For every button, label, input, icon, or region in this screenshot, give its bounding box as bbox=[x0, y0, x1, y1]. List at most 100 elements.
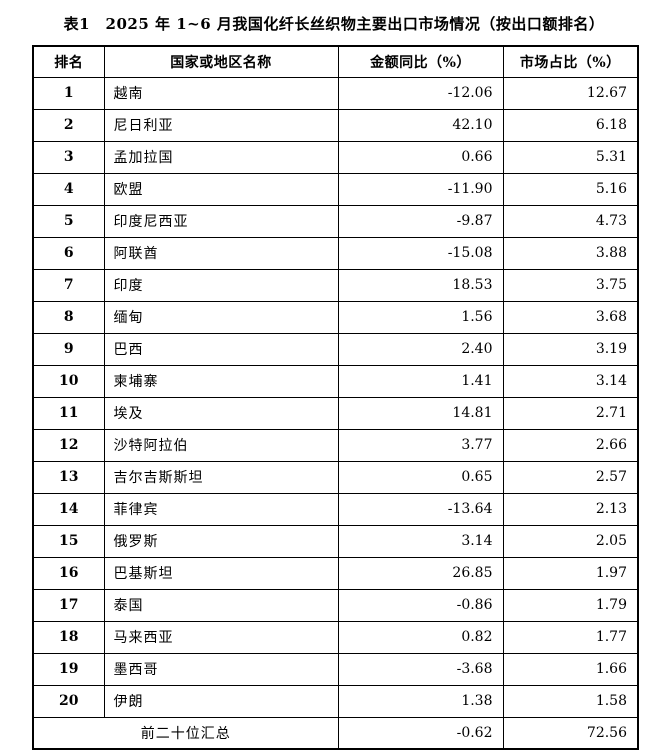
rank-cell: 7 bbox=[32, 268, 105, 302]
yoy-cell: 2.40 bbox=[337, 332, 504, 366]
share-cell: 6.18 bbox=[502, 108, 639, 142]
country-cell: 伊朗 bbox=[103, 684, 339, 718]
table-row: 20 伊朗 1.38 1.58 bbox=[32, 684, 639, 718]
share-cell: 3.88 bbox=[502, 236, 639, 270]
rank-cell: 14 bbox=[32, 492, 105, 526]
rank-cell: 1 bbox=[32, 76, 105, 110]
summary-row: 前二十位汇总 -0.62 72.56 bbox=[32, 716, 639, 750]
rank-cell: 11 bbox=[32, 396, 105, 430]
table-row: 6 阿联酋 -15.08 3.88 bbox=[32, 236, 639, 270]
table-row: 1 越南 -12.06 12.67 bbox=[32, 76, 639, 110]
share-cell: 4.73 bbox=[502, 204, 639, 238]
yoy-cell: -9.87 bbox=[337, 204, 504, 238]
yoy-cell: 0.65 bbox=[337, 460, 504, 494]
yoy-cell: 1.56 bbox=[337, 300, 504, 334]
rank-cell: 20 bbox=[32, 684, 105, 718]
rank-cell: 19 bbox=[32, 652, 105, 686]
share-cell: 5.31 bbox=[502, 140, 639, 174]
country-cell: 泰国 bbox=[103, 588, 339, 622]
share-cell: 1.77 bbox=[502, 620, 639, 654]
share-cell: 2.57 bbox=[502, 460, 639, 494]
rank-cell: 13 bbox=[32, 460, 105, 494]
rank-cell: 16 bbox=[32, 556, 105, 590]
yoy-cell: 14.81 bbox=[337, 396, 504, 430]
rank-cell: 6 bbox=[32, 236, 105, 270]
share-cell: 1.58 bbox=[502, 684, 639, 718]
header-yoy: 金额同比（%） bbox=[337, 45, 504, 78]
rank-cell: 17 bbox=[32, 588, 105, 622]
share-cell: 1.97 bbox=[502, 556, 639, 590]
yoy-cell: 0.66 bbox=[337, 140, 504, 174]
table-row: 13 吉尔吉斯斯坦 0.65 2.57 bbox=[32, 460, 639, 494]
table-row: 8 缅甸 1.56 3.68 bbox=[32, 300, 639, 334]
table-row: 15 俄罗斯 3.14 2.05 bbox=[32, 524, 639, 558]
rank-cell: 3 bbox=[32, 140, 105, 174]
table-row: 19 墨西哥 -3.68 1.66 bbox=[32, 652, 639, 686]
country-cell: 马来西亚 bbox=[103, 620, 339, 654]
rank-cell: 4 bbox=[32, 172, 105, 206]
yoy-cell: 18.53 bbox=[337, 268, 504, 302]
table-footer: 前二十位汇总 -0.62 72.56 bbox=[32, 716, 639, 750]
rank-cell: 5 bbox=[32, 204, 105, 238]
header-country: 国家或地区名称 bbox=[103, 45, 339, 78]
yoy-cell: 3.14 bbox=[337, 524, 504, 558]
country-cell: 巴基斯坦 bbox=[103, 556, 339, 590]
summary-label: 前二十位汇总 bbox=[32, 716, 339, 750]
yoy-cell: -3.68 bbox=[337, 652, 504, 686]
country-cell: 柬埔寨 bbox=[103, 364, 339, 398]
country-cell: 孟加拉国 bbox=[103, 140, 339, 174]
share-cell: 12.67 bbox=[502, 76, 639, 110]
table-row: 3 孟加拉国 0.66 5.31 bbox=[32, 140, 639, 174]
yoy-cell: -13.64 bbox=[337, 492, 504, 526]
yoy-cell: 42.10 bbox=[337, 108, 504, 142]
share-cell: 2.71 bbox=[502, 396, 639, 430]
table-row: 14 菲律宾 -13.64 2.13 bbox=[32, 492, 639, 526]
rank-cell: 18 bbox=[32, 620, 105, 654]
country-cell: 墨西哥 bbox=[103, 652, 339, 686]
country-cell: 埃及 bbox=[103, 396, 339, 430]
header-row: 排名 国家或地区名称 金额同比（%） 市场占比（%） bbox=[32, 45, 639, 78]
rank-cell: 10 bbox=[32, 364, 105, 398]
table-row: 16 巴基斯坦 26.85 1.97 bbox=[32, 556, 639, 590]
table-title: 表1 2025 年 1~6 月我国化纤长丝织物主要出口市场情况（按出口额排名） bbox=[63, 15, 605, 33]
table-row: 7 印度 18.53 3.75 bbox=[32, 268, 639, 302]
table-header: 排名 国家或地区名称 金额同比（%） 市场占比（%） bbox=[32, 45, 639, 78]
yoy-cell: 1.41 bbox=[337, 364, 504, 398]
country-cell: 印度尼西亚 bbox=[103, 204, 339, 238]
country-cell: 沙特阿拉伯 bbox=[103, 428, 339, 462]
country-cell: 尼日利亚 bbox=[103, 108, 339, 142]
share-cell: 5.16 bbox=[502, 172, 639, 206]
country-cell: 吉尔吉斯斯坦 bbox=[103, 460, 339, 494]
rank-cell: 2 bbox=[32, 108, 105, 142]
table-row: 4 欧盟 -11.90 5.16 bbox=[32, 172, 639, 206]
table-row: 2 尼日利亚 42.10 6.18 bbox=[32, 108, 639, 142]
yoy-cell: 1.38 bbox=[337, 684, 504, 718]
export-markets-table: 排名 国家或地区名称 金额同比（%） 市场占比（%） 1 越南 -12.06 1… bbox=[32, 45, 639, 750]
table-row: 10 柬埔寨 1.41 3.14 bbox=[32, 364, 639, 398]
yoy-cell: 26.85 bbox=[337, 556, 504, 590]
table-row: 17 泰国 -0.86 1.79 bbox=[32, 588, 639, 622]
share-cell: 1.66 bbox=[502, 652, 639, 686]
share-cell: 2.66 bbox=[502, 428, 639, 462]
share-cell: 3.19 bbox=[502, 332, 639, 366]
country-cell: 菲律宾 bbox=[103, 492, 339, 526]
yoy-cell: -15.08 bbox=[337, 236, 504, 270]
table-row: 18 马来西亚 0.82 1.77 bbox=[32, 620, 639, 654]
rank-cell: 15 bbox=[32, 524, 105, 558]
share-cell: 2.13 bbox=[502, 492, 639, 526]
table-body: 1 越南 -12.06 12.67 2 尼日利亚 42.10 6.18 3 孟加… bbox=[32, 76, 639, 718]
country-cell: 印度 bbox=[103, 268, 339, 302]
country-cell: 阿联酋 bbox=[103, 236, 339, 270]
share-cell: 3.14 bbox=[502, 364, 639, 398]
share-cell: 1.79 bbox=[502, 588, 639, 622]
share-cell: 2.05 bbox=[502, 524, 639, 558]
yoy-cell: 3.77 bbox=[337, 428, 504, 462]
country-cell: 俄罗斯 bbox=[103, 524, 339, 558]
country-cell: 越南 bbox=[103, 76, 339, 110]
yoy-cell: -11.90 bbox=[337, 172, 504, 206]
table-row: 5 印度尼西亚 -9.87 4.73 bbox=[32, 204, 639, 238]
header-share: 市场占比（%） bbox=[502, 45, 639, 78]
summary-share-value: 72.56 bbox=[502, 716, 639, 750]
share-cell: 3.68 bbox=[502, 300, 639, 334]
